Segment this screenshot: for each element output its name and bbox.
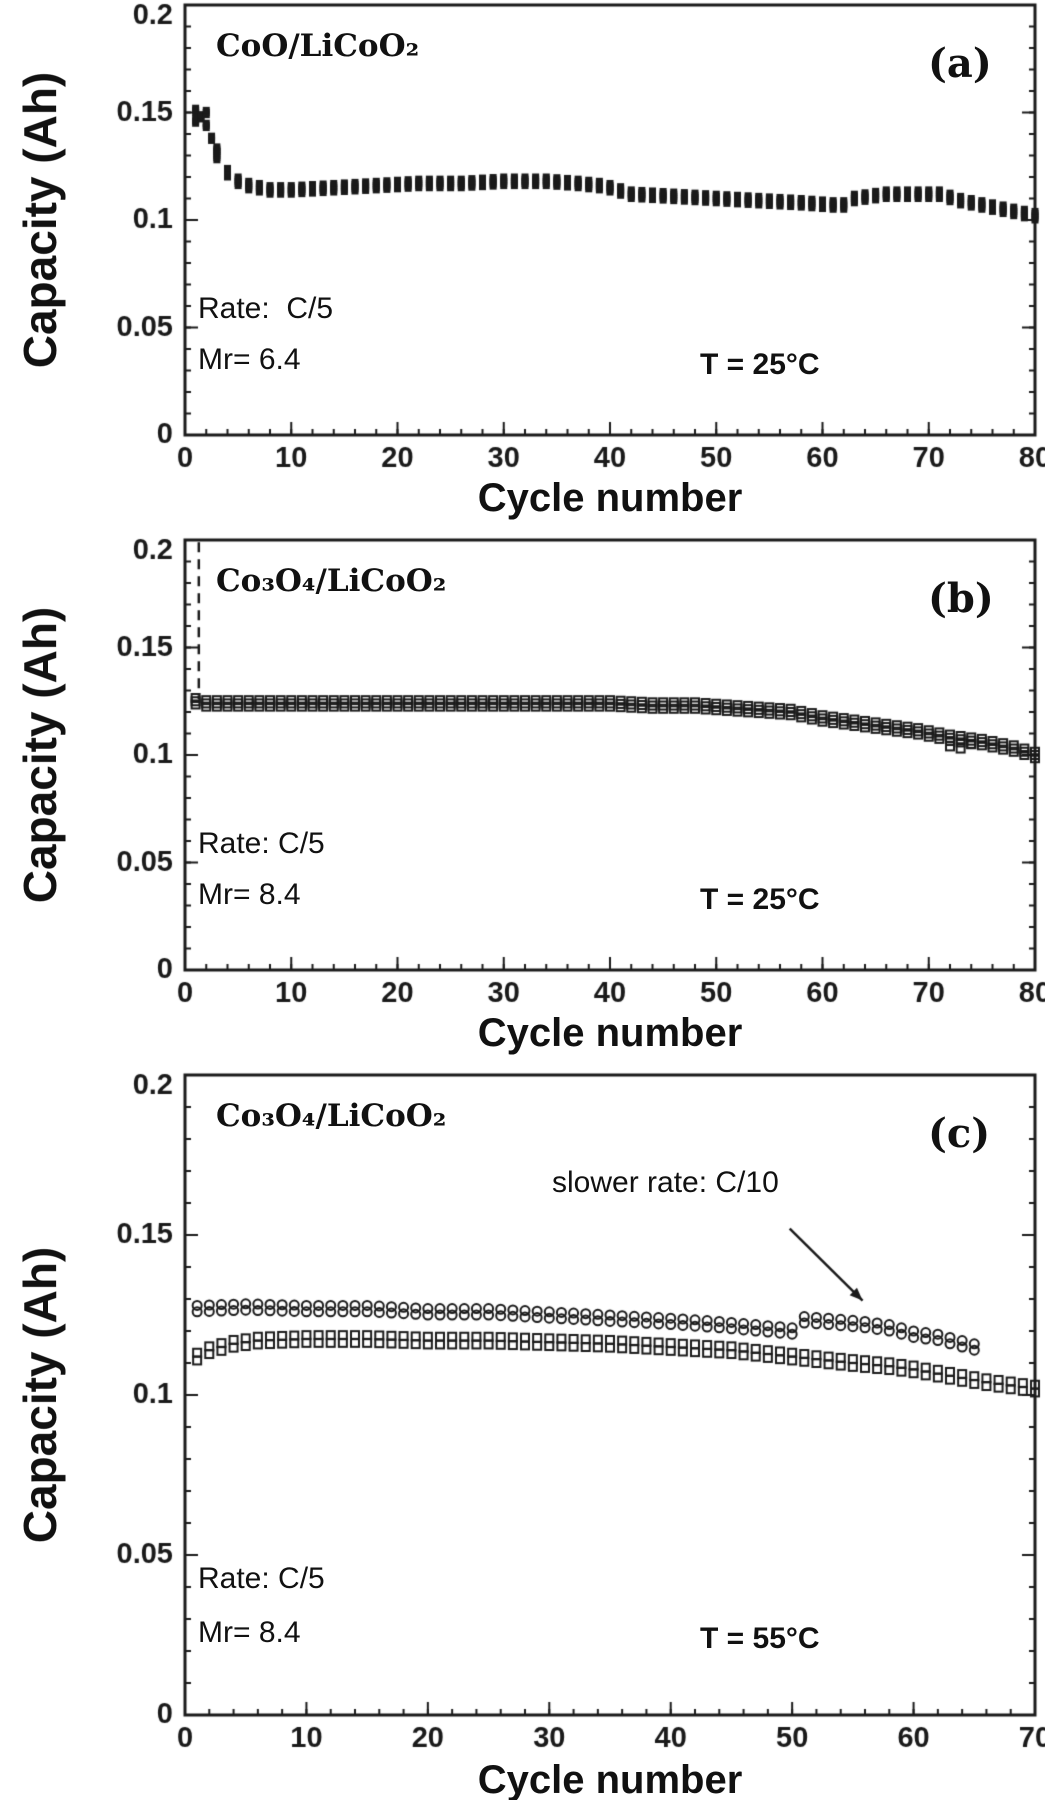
rate-annotation-a: Rate: C/5	[198, 292, 334, 325]
y-axis-title-c: Capacity (Ah)	[14, 1246, 66, 1544]
temperature-annotation-a: T = 25°C	[700, 348, 820, 381]
panel-b: Capacity (Ah) Co₃O₄/LiCoO₂ (b) Rate: C/5…	[0, 535, 1045, 1070]
x-axis-title-c: Cycle number	[477, 1758, 743, 1800]
temperature-annotation-c: T = 55°C	[700, 1622, 820, 1655]
panel-letter-c: (c)	[928, 1110, 991, 1157]
x-axis-title-b: Cycle number	[477, 1011, 743, 1055]
panel-a: Capacity (Ah) CoO/LiCoO₂ (a) Rate: C/5 M…	[0, 0, 1045, 535]
panel-b-plot-canvas	[0, 535, 1045, 1070]
panel-c: Capacity (Ah) Co₃O₄/LiCoO₂ (c) slower ra…	[0, 1070, 1045, 1800]
sample-title-c: Co₃O₄/LiCoO₂	[216, 1098, 447, 1134]
mr-annotation-b: Mr= 8.4	[198, 878, 301, 911]
y-axis-title-b: Capacity (Ah)	[14, 606, 66, 904]
panel-letter-b: (b)	[928, 575, 994, 622]
sample-title-b: Co₃O₄/LiCoO₂	[216, 563, 447, 599]
mr-annotation-a: Mr= 6.4	[198, 343, 301, 376]
x-axis-title-a: Cycle number	[477, 476, 743, 520]
panel-c-plot-canvas	[0, 1070, 1045, 1800]
sample-title-a: CoO/LiCoO₂	[216, 28, 420, 64]
mr-annotation-c: Mr= 8.4	[198, 1616, 301, 1649]
panel-a-plot-canvas	[0, 0, 1045, 535]
y-axis-title-a: Capacity (Ah)	[14, 71, 66, 369]
temperature-annotation-b: T = 25°C	[700, 883, 820, 916]
panel-letter-a: (a)	[928, 40, 992, 87]
rate-annotation-b: Rate: C/5	[198, 827, 325, 860]
rate-annotation-c: Rate: C/5	[198, 1562, 325, 1595]
slower-rate-annotation-c: slower rate: C/10	[552, 1166, 779, 1199]
